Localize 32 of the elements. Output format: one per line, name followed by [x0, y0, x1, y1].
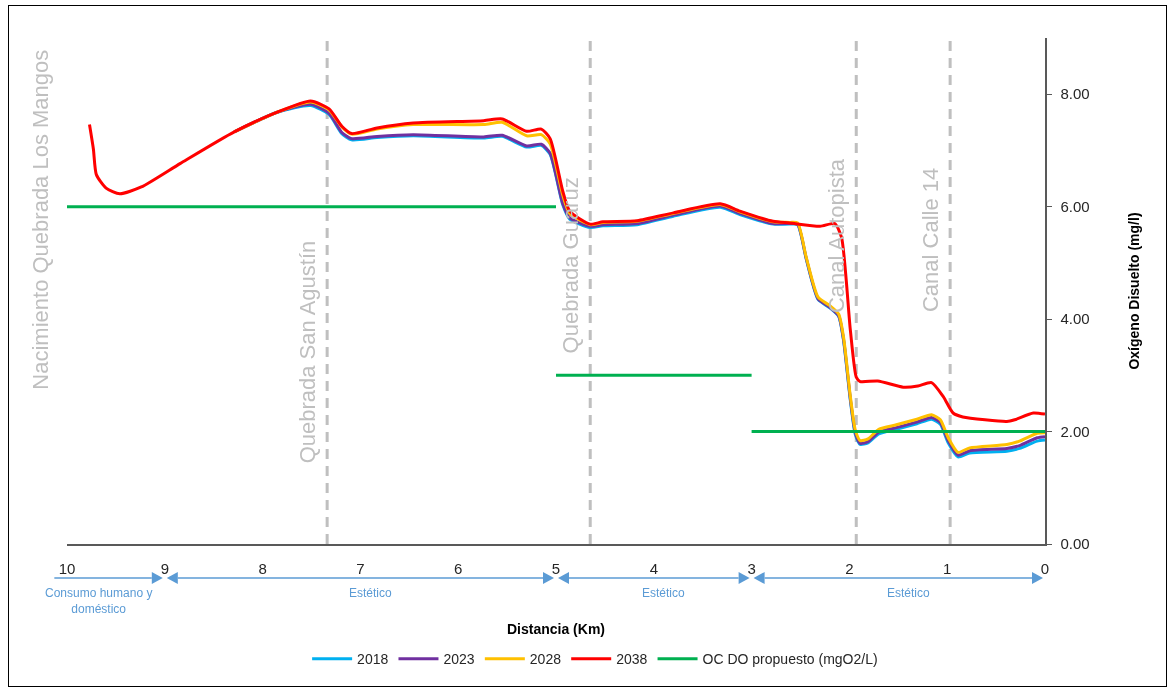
y-tick-label: 2.00	[1060, 422, 1090, 440]
x-tick-label: 9	[160, 559, 169, 577]
x-tick-label: 6	[454, 559, 463, 577]
text: Nacimiento Quebrada Los Mangos	[28, 49, 54, 390]
x-tick-label: 1	[943, 559, 952, 577]
x-tick-label: 5	[551, 559, 561, 577]
text: Consumo humano y doméstico	[45, 586, 153, 616]
text: Estético	[349, 586, 393, 600]
legend-label: 2038	[616, 651, 648, 668]
y-tick-label: 8.00	[1060, 85, 1090, 103]
legend-label: 2028	[529, 651, 562, 668]
y-tick-label: 4.00	[1060, 310, 1090, 328]
text: Estético	[887, 586, 931, 600]
y-tick-label: 6.00	[1060, 197, 1090, 215]
ref-line-label: Quebrada San Agustín	[294, 240, 320, 464]
x-axis-title: Distancia (Km)	[506, 620, 606, 637]
x-tick-label: 3	[747, 559, 756, 577]
x-tick-label: 10	[58, 559, 76, 577]
ref-line-label: Canal Calle 14	[918, 167, 944, 313]
y-axis-title: Oxígeno Disuelto (mg/l)	[1125, 212, 1142, 370]
legend-label: 2023	[443, 651, 475, 668]
ref-line-label: Canal Autopista	[824, 158, 850, 314]
x-tick-label: 7	[356, 559, 365, 577]
legend-label: OC DO propuesto (mgO2/L)	[702, 651, 878, 668]
y-tick-label: 0.00	[1060, 535, 1090, 553]
ref-line-label: Quebrada Guaruz	[558, 177, 584, 354]
x-tick-label: 0	[1040, 559, 1050, 577]
text: Estético	[642, 586, 686, 600]
x-tick-label: 4	[649, 559, 658, 577]
legend-label: 2018	[357, 651, 389, 668]
x-tick-label: 8	[258, 559, 267, 577]
x-tick-label: 2	[845, 559, 854, 577]
